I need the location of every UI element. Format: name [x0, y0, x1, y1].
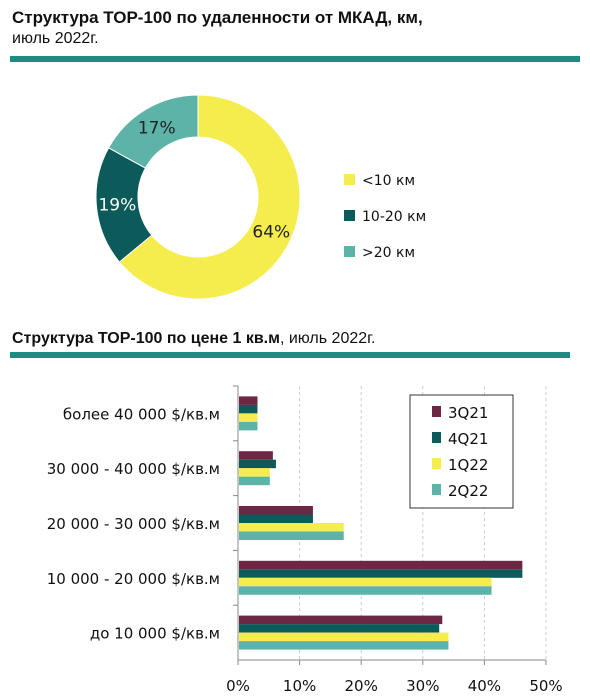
- chart1-title: Структура ТОР-100 по удаленности от МКАД…: [12, 8, 423, 27]
- bar-x-tick-label: 40%: [468, 677, 501, 695]
- bar-mark: [239, 396, 258, 405]
- bar-mark: [239, 624, 440, 633]
- bar-mark: [239, 531, 344, 540]
- bar-mark: [239, 451, 273, 460]
- chart2-title: Структура ТОР-100 по цене 1 кв.м, июль 2…: [12, 330, 375, 348]
- bar-mark: [239, 404, 258, 414]
- bar-x-tick-label: 0%: [226, 677, 250, 695]
- pie-slice: [107, 94, 199, 169]
- bar-mark: [239, 459, 276, 469]
- pie-legend-label: <10 км: [362, 173, 415, 189]
- bar-legend-box: [409, 394, 514, 509]
- bar-category-label: до 10 000 $/кв.м: [90, 625, 220, 643]
- bar-mark: [239, 641, 449, 650]
- bar-legend-swatch: [432, 406, 441, 417]
- bar-legend-label: 1Q22: [448, 456, 488, 474]
- bar-mark: [239, 476, 270, 486]
- chart2-title-bold: Структура ТОР-100 по цене 1 кв.м: [12, 330, 280, 347]
- chart2-title-rule: [10, 352, 570, 358]
- pie-legend-swatch: [344, 246, 355, 257]
- bar-legend-label: 3Q21: [448, 404, 488, 422]
- pie-slice: [118, 94, 301, 300]
- pie-data-label: 19%: [98, 196, 136, 216]
- bar-mark: [239, 577, 492, 587]
- pie-legend-label: >20 км: [362, 245, 415, 261]
- bar-mark: [239, 615, 443, 625]
- bar-mark: [239, 586, 492, 595]
- bar-legend-swatch: [432, 432, 441, 443]
- bar-x-tick-label: 30%: [406, 677, 439, 695]
- bar-category-label: 30 000 - 40 000 $/кв.м: [47, 460, 220, 478]
- pie-legend-swatch: [344, 174, 355, 185]
- bar-mark: [239, 523, 344, 532]
- chart1-subtitle: июль 2022г.: [12, 30, 99, 47]
- bar-legend-swatch: [432, 484, 441, 495]
- bar-mark: [239, 413, 258, 422]
- bar-mark: [239, 632, 449, 642]
- bar-mark: [239, 506, 313, 515]
- bar-mark: [239, 569, 523, 578]
- pie-legend-swatch: [344, 210, 355, 221]
- chart2-title-rest: , июль 2022г.: [279, 330, 376, 347]
- bar-x-tick-label: 50%: [529, 677, 562, 695]
- bar-x-tick-label: 20%: [345, 677, 378, 695]
- bar-legend-label: 2Q22: [448, 482, 488, 500]
- bar-category-label: более 40 000 $/кв.м: [63, 405, 220, 423]
- bar-mark: [239, 514, 313, 523]
- bar-category-label: 10 000 - 20 000 $/кв.м: [47, 570, 220, 588]
- bar-mark: [239, 421, 258, 431]
- bar-legend-swatch: [432, 458, 441, 469]
- bar-mark: [239, 468, 270, 477]
- bar-category-label: 20 000 - 30 000 $/кв.м: [47, 515, 220, 533]
- bar-x-tick-label: 10%: [283, 677, 316, 695]
- pie-data-label: 64%: [252, 222, 290, 242]
- bar-legend-label: 4Q21: [448, 430, 488, 448]
- bar-mark: [239, 560, 523, 570]
- pie-data-label: 17%: [138, 118, 176, 138]
- pie-legend-label: 10-20 км: [362, 209, 426, 225]
- chart1-title-rule: [10, 56, 580, 62]
